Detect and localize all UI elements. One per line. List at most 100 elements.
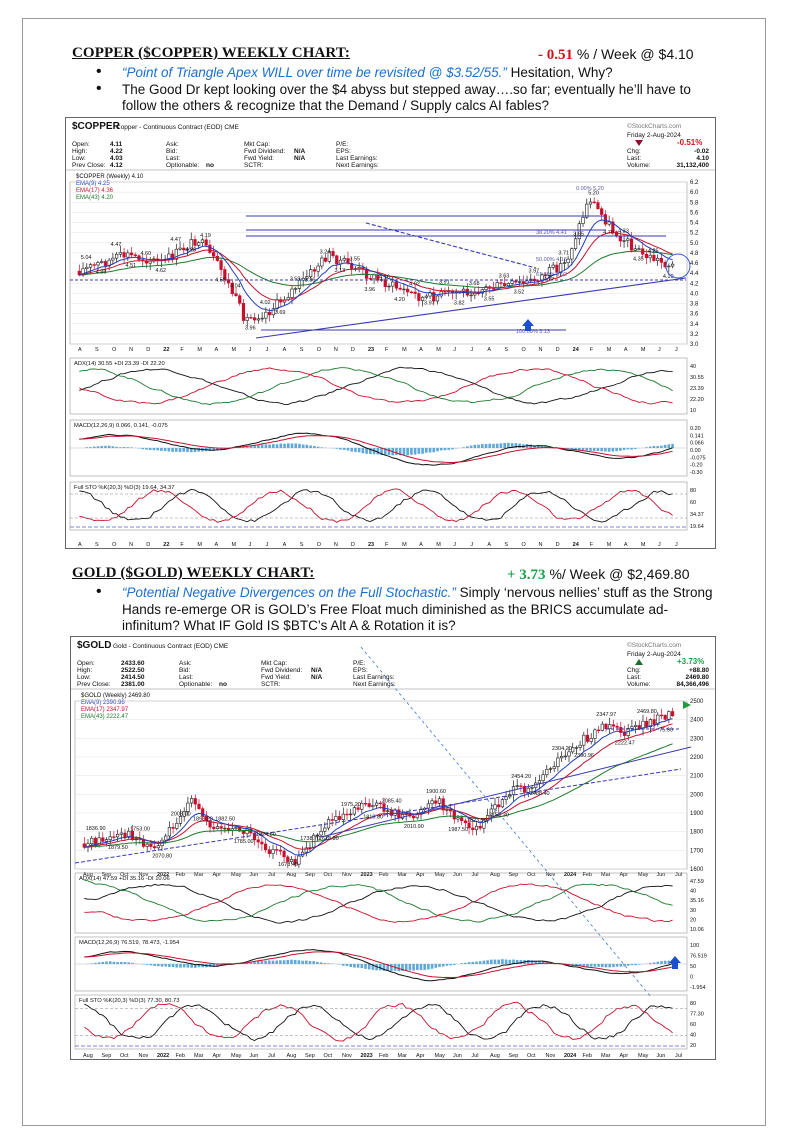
macd-histogram-bar: [460, 963, 463, 964]
x-axis-label: M: [232, 347, 237, 353]
adx-line: [79, 367, 673, 405]
indicator-tick-label: 40: [690, 364, 696, 370]
x-axis-label: 24: [573, 542, 580, 548]
macd-histogram-bar: [268, 960, 271, 964]
price-tick-label: 1900: [690, 811, 704, 817]
x-axis-label: D: [351, 347, 355, 353]
candle-body: [271, 849, 275, 854]
x-axis-label: J: [249, 347, 252, 353]
chart-date: Friday 2-Aug-2024: [627, 651, 681, 658]
macd-histogram-bar: [445, 964, 449, 966]
candle-body: [545, 769, 549, 776]
macd-histogram-bar: [538, 961, 541, 964]
candle-body: [567, 751, 571, 757]
indicator-legend: ADX(14) 47.59 +DI 35.16 -DI 10.06: [79, 876, 170, 882]
candle-body: [197, 803, 201, 809]
macd-histogram-bar: [168, 964, 171, 967]
copper-heading: COPPER ($COPPER) WEEKLY CHART:: [72, 45, 350, 61]
price-annotation: 3.96: [245, 326, 256, 332]
quote-value: N/A: [311, 674, 323, 681]
x-axis-label: S: [504, 347, 508, 353]
macd-histogram-bar: [216, 448, 219, 451]
candle-body: [253, 317, 257, 321]
macd-histogram-bar: [286, 443, 290, 448]
macd-histogram-bar: [245, 962, 249, 964]
x-axis-label: Apr: [213, 1053, 222, 1059]
macd-histogram-bar: [275, 444, 279, 448]
diagonal-dashed-line: [360, 646, 652, 998]
x-axis-label: N: [539, 542, 543, 548]
macd-histogram-bar: [376, 448, 380, 455]
x-axis-label: M: [197, 347, 202, 353]
price-annotation: 2390.96: [574, 753, 594, 759]
macd-histogram-bar: [469, 445, 473, 448]
x-axis-label: J: [453, 542, 456, 548]
candle-body: [200, 239, 205, 243]
indicator-tick-label: 20: [690, 917, 696, 923]
quote-value: N/A: [294, 155, 306, 162]
price-annotation: 75.90: [659, 727, 673, 733]
gold-bullet-1: “Potential Negative Divergences on the F…: [88, 584, 728, 635]
candle-body: [178, 247, 182, 250]
x-axis-label: J: [266, 542, 269, 548]
macd-histogram-bar: [540, 445, 544, 448]
candle-body: [112, 836, 116, 838]
candle-body: [571, 747, 575, 753]
candle-body: [573, 238, 578, 249]
chart-name: Gold - Continuous Contract (EOD) CME: [113, 643, 229, 650]
x-axis-label: Aug: [287, 1053, 297, 1059]
macd-histogram-bar: [413, 448, 417, 455]
macd-histogram-bar: [301, 444, 305, 448]
quote-label: P/E:: [353, 660, 365, 667]
candle-body: [596, 729, 601, 732]
candle-body: [626, 238, 630, 241]
macd-histogram-bar: [290, 959, 293, 964]
candle-body: [215, 826, 220, 829]
price-annotation: 3.13: [334, 268, 345, 274]
price-annotation: 4.02: [260, 300, 271, 306]
price-annotation: 1975.20: [341, 802, 361, 808]
candle-body: [212, 252, 216, 257]
x-axis-label: Sep: [305, 1053, 315, 1059]
macd-histogram-bar: [305, 960, 308, 964]
x-axis-label: D: [556, 347, 560, 353]
candle-body: [633, 248, 637, 251]
candle-body: [252, 832, 257, 841]
candle-body: [619, 727, 623, 733]
x-axis-label: Jul: [472, 1053, 479, 1059]
x-axis-label: D: [146, 347, 150, 353]
macd-histogram-bar: [279, 960, 282, 964]
indicator-tick-label: 40: [690, 889, 696, 895]
candle-body: [500, 799, 504, 808]
candle-body: [585, 203, 589, 218]
indicator-tick-label: 35.16: [690, 898, 704, 904]
indicator-legend: MACD(12,26,9) 76.519, 78.473, -1.954: [79, 940, 180, 946]
price-annotation: 3.68: [469, 281, 480, 287]
candle-body: [368, 278, 372, 280]
macd-histogram-bar: [223, 448, 227, 450]
candle-body: [603, 214, 608, 225]
macd-histogram-bar: [257, 445, 260, 448]
candle-body: [174, 248, 178, 260]
x-axis-label: Jul: [472, 872, 479, 878]
quote-value: N/A: [311, 667, 323, 674]
macd-histogram-bar: [119, 447, 122, 448]
macd-histogram-bar: [216, 964, 219, 967]
macd-histogram-bar: [453, 964, 456, 965]
macd-histogram-bar: [178, 448, 182, 452]
candle-body: [519, 785, 523, 787]
price-tick-label: 1700: [690, 848, 704, 854]
x-axis-label: Sep: [509, 1053, 519, 1059]
candle-body: [345, 813, 349, 816]
macd-histogram-bar: [390, 964, 393, 971]
candle-body: [663, 714, 667, 720]
quote-label: Fwd Yield:: [244, 155, 274, 162]
x-axis-label: Nov: [342, 1053, 352, 1059]
copper-change-value: - 0.51: [538, 47, 573, 63]
macd-histogram-bar: [382, 964, 386, 971]
x-axis-label: D: [146, 542, 150, 548]
indicator-tick-label: -0.30: [690, 470, 703, 476]
macd-histogram-bar: [633, 448, 637, 450]
x-axis-label: Oct: [120, 1053, 129, 1059]
macd-histogram-bar: [436, 448, 439, 452]
